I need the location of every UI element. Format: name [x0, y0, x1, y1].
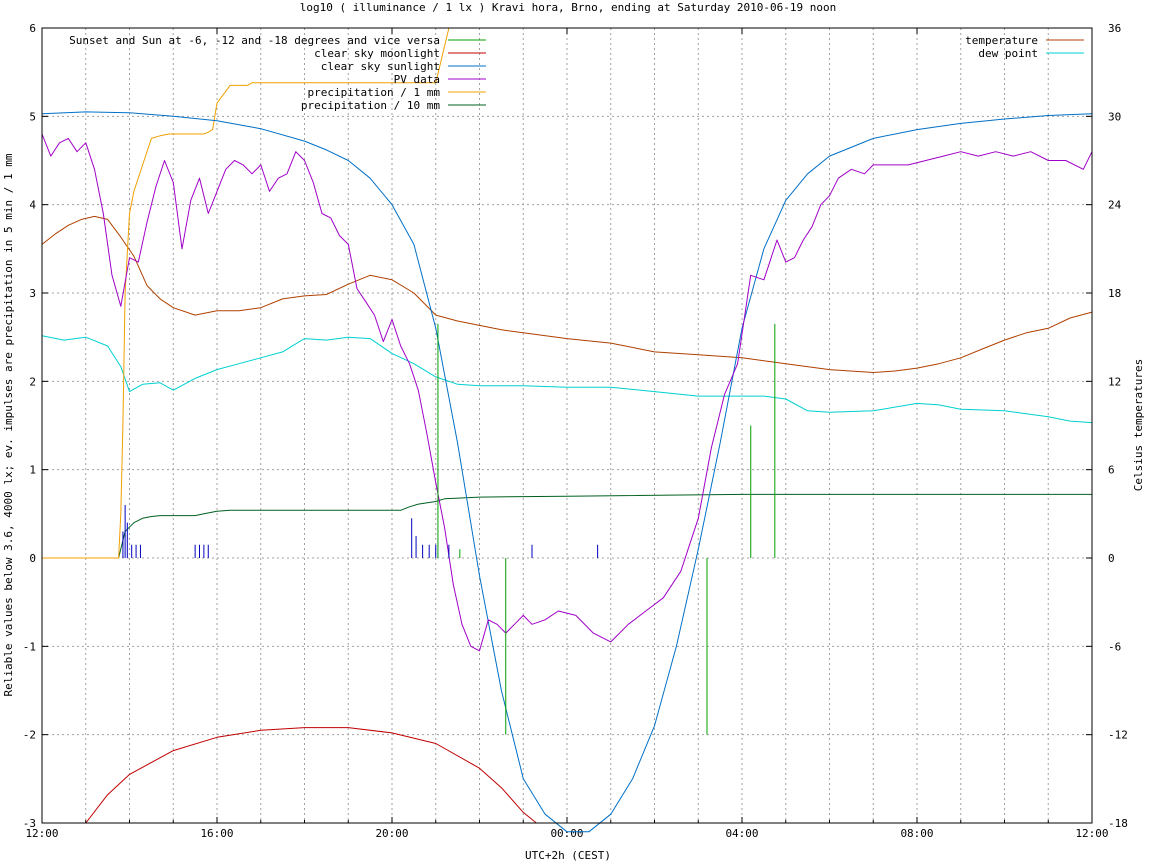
legend-right-label: dew point [978, 47, 1038, 60]
legend-left-label: precipitation / 1 mm [308, 86, 441, 99]
y2-tick-label: -12 [1108, 729, 1128, 742]
plot-area [41, 27, 1093, 833]
plot-border [41, 27, 1093, 824]
y-tick-label: 1 [29, 464, 36, 477]
x-tick-label: 12:00 [25, 827, 58, 840]
y2-tick-label: 18 [1108, 287, 1121, 300]
x-tick-label: 04:00 [725, 827, 758, 840]
y-tick-label: 2 [29, 375, 36, 388]
x-tick-label: 20:00 [375, 827, 408, 840]
y-tick-label: 0 [29, 552, 36, 565]
legend-left-label: Sunset and Sun at -6, -12 and -18 degree… [69, 34, 440, 47]
y2-tick-label: 24 [1108, 199, 1122, 212]
legend-left-label: precipitation / 10 mm [301, 99, 440, 112]
y-tick-label: 6 [29, 22, 36, 35]
y2-axis-label: Celsius temperatures [1132, 359, 1145, 491]
y-tick-label: -1 [23, 640, 36, 653]
y-tick-label: 4 [29, 199, 36, 212]
x-tick-label: 12:00 [1075, 827, 1108, 840]
series-line-pv-data [41, 133, 1093, 652]
series-line-precipitation-1-mm [42, 27, 450, 559]
x-tick-label: 00:00 [550, 827, 583, 840]
y-tick-label: -2 [23, 729, 36, 742]
legend-left-label: PV data [394, 73, 440, 86]
y-tick-label: 5 [29, 110, 36, 123]
legends: Sunset and Sun at -6, -12 and -18 degree… [69, 34, 1084, 112]
x-axis-label: UTC+2h (CEST) [525, 849, 611, 862]
series-line-clear-sky-moonlight [85, 727, 537, 824]
grid-lines [42, 28, 1092, 823]
y-tick-label: 3 [29, 287, 36, 300]
y-axis-label: Reliable values below 3.6, 4000 lx; ev. … [2, 153, 15, 696]
legend-left-label: clear sky sunlight [321, 60, 440, 73]
legend-right-label: temperature [965, 34, 1038, 47]
y2-tick-label: 12 [1108, 375, 1121, 388]
y-tick-label: -3 [23, 817, 36, 830]
y2-tick-label: -18 [1108, 817, 1128, 830]
series-line-precipitation-10-mm [42, 493, 1092, 559]
x-tick-label: 08:00 [900, 827, 933, 840]
legend-left-label: clear sky moonlight [314, 47, 440, 60]
axis-ticks: 12:00 16:00 20:00 00:00 04:00 08:00 12:00-3-2-… [23, 22, 1128, 840]
series-line-temperature [41, 215, 1093, 373]
chart-title: log10 ( illuminance / 1 lx ) Kravi hora,… [300, 1, 836, 14]
series-line-clear-sky-sunlight [41, 111, 1093, 833]
y2-tick-label: 36 [1108, 22, 1121, 35]
series-line-dew-point [41, 335, 1093, 424]
y2-tick-label: 0 [1108, 552, 1115, 565]
x-tick-label: 16:00 [200, 827, 233, 840]
y2-tick-label: 6 [1108, 464, 1115, 477]
y2-tick-label: -6 [1108, 640, 1121, 653]
y2-tick-label: 30 [1108, 110, 1121, 123]
